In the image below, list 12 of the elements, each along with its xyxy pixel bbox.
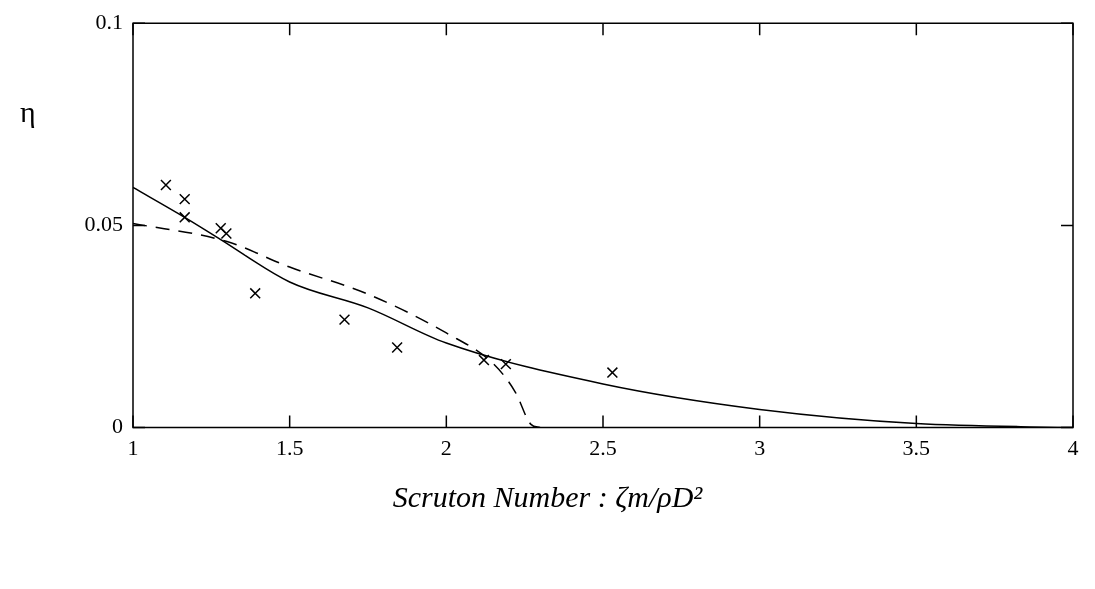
x-axis-title: Scruton Number : ζm/ρD²	[391, 480, 704, 514]
y-axis-title: η	[20, 95, 36, 129]
y-tick-label: 0.1	[95, 8, 123, 34]
y-tick-label: 0	[112, 413, 123, 439]
x-tick-label: 3	[754, 434, 766, 460]
x-tick-label: 1.5	[275, 434, 304, 460]
y-tick-label: 0.05	[84, 211, 123, 237]
x-tick-label: 4	[1067, 434, 1079, 460]
x-tick-label: 3.5	[902, 434, 931, 460]
x-tick-label: 2	[440, 434, 452, 460]
x-tick-label: 1	[127, 434, 139, 460]
x-tick-label: 2.5	[589, 434, 617, 460]
